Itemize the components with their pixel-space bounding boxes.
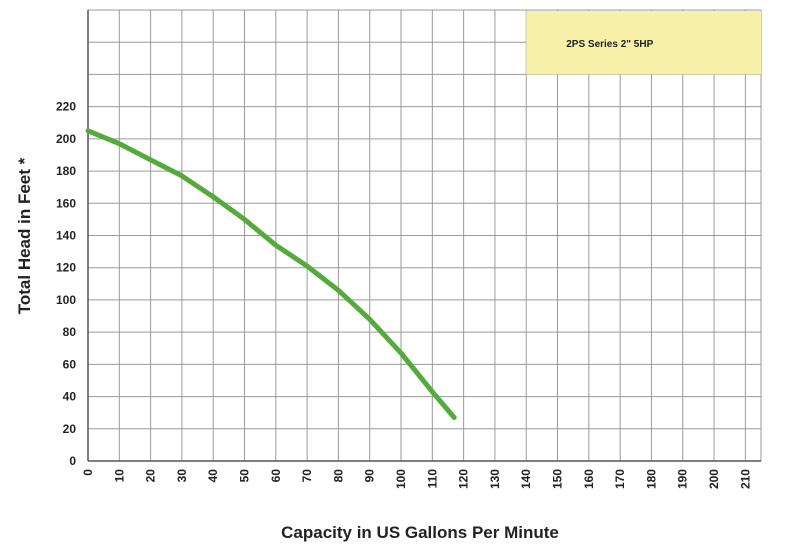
- x-tick-label: 180: [644, 469, 658, 489]
- x-tick-label: 160: [582, 469, 596, 489]
- y-tick-label: 120: [56, 261, 76, 275]
- x-tick-label: 170: [613, 469, 627, 489]
- grid: [87, 9, 762, 462]
- x-tick-label: 0: [81, 469, 95, 476]
- x-tick-label: 60: [269, 469, 283, 483]
- x-tick-label: 70: [300, 469, 314, 483]
- x-tick-label: 100: [394, 469, 408, 489]
- legend-box: [526, 11, 761, 75]
- y-tick-label: 220: [56, 100, 76, 114]
- x-tick-label: 30: [175, 469, 189, 483]
- x-tick-label: 90: [363, 469, 377, 483]
- y-tick-label: 40: [63, 390, 77, 404]
- y-tick-labels: 0 20 40 60 80 100 120 140 160 180 200 220: [56, 100, 76, 468]
- series-line: [85, 128, 457, 420]
- x-tick-label: 120: [457, 469, 471, 489]
- y-tick-label: 0: [69, 454, 76, 468]
- x-tick-label: 80: [331, 469, 345, 483]
- x-tick-label: 10: [112, 469, 126, 483]
- x-tick-label: 20: [144, 469, 158, 483]
- x-tick-label: 140: [519, 469, 533, 489]
- x-tick-label: 40: [206, 469, 220, 483]
- y-tick-label: 20: [63, 422, 77, 436]
- x-tick-label: 200: [707, 469, 721, 489]
- y-tick-label: 60: [63, 357, 77, 371]
- x-tick-label: 130: [488, 469, 502, 489]
- x-tick-label: 150: [551, 469, 565, 489]
- y-axis-title: Total Head in Feet *: [15, 157, 34, 314]
- curves: [85, 128, 457, 420]
- y-tick-label: 100: [56, 293, 76, 307]
- y-tick-label: 140: [56, 229, 76, 243]
- y-tick-label: 80: [63, 325, 77, 339]
- legend-label: 2PS Series 2" 5HP: [566, 39, 653, 50]
- x-tick-label: 190: [676, 469, 690, 489]
- y-tick-label: 180: [56, 164, 76, 178]
- x-tick-label: 50: [238, 469, 252, 483]
- x-tick-label: 110: [425, 469, 439, 489]
- y-tick-label: 200: [56, 132, 76, 146]
- x-tick-labels: 0 10 20 30 40 50 60 70 80 90 100 110 120 130 140 150 160…: [81, 469, 752, 489]
- y-tick-label: 160: [56, 196, 76, 210]
- x-tick-label: 210: [738, 469, 752, 489]
- x-axis-title: Capacity in US Gallons Per Minute: [281, 523, 559, 542]
